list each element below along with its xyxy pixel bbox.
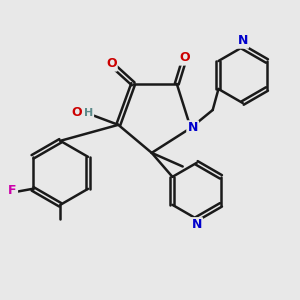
Text: N: N — [191, 218, 202, 231]
Text: O: O — [106, 57, 116, 70]
Text: N: N — [238, 34, 248, 47]
Text: H: H — [84, 108, 94, 118]
Text: O: O — [71, 106, 82, 119]
Text: F: F — [8, 184, 17, 197]
Text: N: N — [188, 122, 198, 134]
Text: O: O — [179, 51, 190, 64]
